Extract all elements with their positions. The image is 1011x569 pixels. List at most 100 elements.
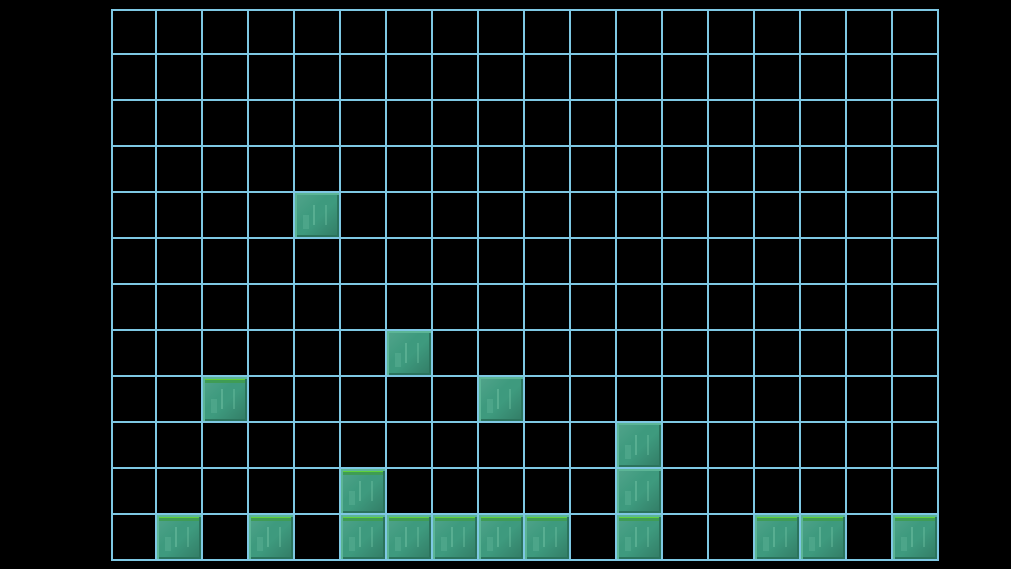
- grid-cell[interactable]: [847, 193, 893, 239]
- grid-cell[interactable]: [663, 285, 709, 331]
- grid-cell[interactable]: [111, 193, 157, 239]
- grid-cell[interactable]: [663, 515, 709, 561]
- grid-cell[interactable]: [663, 193, 709, 239]
- grid-cell[interactable]: [709, 55, 755, 101]
- grid-cell[interactable]: [801, 55, 847, 101]
- grid-cell[interactable]: [249, 9, 295, 55]
- grid-cell[interactable]: [571, 331, 617, 377]
- grid-cell[interactable]: [249, 239, 295, 285]
- grid-cell[interactable]: [617, 377, 663, 423]
- grid-cell[interactable]: [755, 193, 801, 239]
- grid-cell[interactable]: [341, 239, 387, 285]
- grid-cell[interactable]: [479, 101, 525, 147]
- grid-cell[interactable]: [203, 285, 249, 331]
- grid-cell[interactable]: [893, 469, 939, 515]
- grid-cell[interactable]: [571, 101, 617, 147]
- grid-cell[interactable]: [755, 147, 801, 193]
- grid-cell[interactable]: [433, 285, 479, 331]
- grid-cell[interactable]: [571, 147, 617, 193]
- grid-cell[interactable]: [755, 239, 801, 285]
- grid-cell[interactable]: [433, 469, 479, 515]
- grid-cell[interactable]: [801, 147, 847, 193]
- grid-cell[interactable]: [571, 285, 617, 331]
- grid-cell[interactable]: [525, 147, 571, 193]
- grid-cell[interactable]: [341, 515, 387, 561]
- grid-cell[interactable]: [479, 515, 525, 561]
- grid-cell[interactable]: [111, 331, 157, 377]
- grid-cell[interactable]: [525, 193, 571, 239]
- grid-cell[interactable]: [111, 101, 157, 147]
- grid-cell[interactable]: [157, 147, 203, 193]
- stone-block[interactable]: [295, 193, 339, 237]
- grid-cell[interactable]: [433, 331, 479, 377]
- grid-cell[interactable]: [617, 331, 663, 377]
- grid-cell[interactable]: [157, 285, 203, 331]
- grid-cell[interactable]: [525, 515, 571, 561]
- grid-cell[interactable]: [111, 9, 157, 55]
- grid-cell[interactable]: [571, 239, 617, 285]
- grid-cell[interactable]: [203, 423, 249, 469]
- grid-cell[interactable]: [111, 377, 157, 423]
- grid-cell[interactable]: [755, 469, 801, 515]
- grid-cell[interactable]: [341, 331, 387, 377]
- grid-cell[interactable]: [433, 423, 479, 469]
- grid-cell[interactable]: [111, 285, 157, 331]
- grid-cell[interactable]: [801, 9, 847, 55]
- grid-cell[interactable]: [111, 423, 157, 469]
- grid-cell[interactable]: [479, 147, 525, 193]
- grid-cell[interactable]: [157, 239, 203, 285]
- grid-cell[interactable]: [433, 55, 479, 101]
- grid-cell[interactable]: [847, 101, 893, 147]
- grass-stone-block[interactable]: [893, 515, 937, 559]
- grid-cell[interactable]: [617, 285, 663, 331]
- grid-cell[interactable]: [249, 147, 295, 193]
- grid-cell[interactable]: [893, 239, 939, 285]
- grid-cell[interactable]: [525, 9, 571, 55]
- grid-cell[interactable]: [203, 193, 249, 239]
- grid-cell[interactable]: [341, 101, 387, 147]
- grid-cell[interactable]: [157, 377, 203, 423]
- grid-cell[interactable]: [755, 9, 801, 55]
- grid-cell[interactable]: [295, 9, 341, 55]
- grid-cell[interactable]: [571, 377, 617, 423]
- grid-cell[interactable]: [755, 377, 801, 423]
- grid-cell[interactable]: [479, 239, 525, 285]
- grid-cell[interactable]: [111, 147, 157, 193]
- grid-cell[interactable]: [709, 331, 755, 377]
- grid-cell[interactable]: [157, 9, 203, 55]
- grass-stone-block[interactable]: [755, 515, 799, 559]
- grid-cell[interactable]: [249, 101, 295, 147]
- grid-cell[interactable]: [387, 101, 433, 147]
- grass-stone-block[interactable]: [157, 515, 201, 559]
- grid-cell[interactable]: [617, 101, 663, 147]
- grass-stone-block[interactable]: [479, 515, 523, 559]
- grid-cell[interactable]: [479, 193, 525, 239]
- grid-cell[interactable]: [387, 423, 433, 469]
- grid-cell[interactable]: [479, 285, 525, 331]
- grid-cell[interactable]: [617, 423, 663, 469]
- grid-cell[interactable]: [203, 377, 249, 423]
- grid-cell[interactable]: [709, 193, 755, 239]
- grass-stone-block[interactable]: [525, 515, 569, 559]
- grid-cell[interactable]: [709, 285, 755, 331]
- grid-cell[interactable]: [387, 239, 433, 285]
- grid-cell[interactable]: [801, 331, 847, 377]
- grid-cell[interactable]: [571, 55, 617, 101]
- grid-cell[interactable]: [893, 377, 939, 423]
- grid-cell[interactable]: [663, 423, 709, 469]
- grid-cell[interactable]: [617, 469, 663, 515]
- grid-cell[interactable]: [755, 331, 801, 377]
- grid-cell[interactable]: [295, 239, 341, 285]
- grid-cell[interactable]: [157, 331, 203, 377]
- grid-cell[interactable]: [295, 377, 341, 423]
- grid-cell[interactable]: [249, 515, 295, 561]
- grid-cell[interactable]: [111, 55, 157, 101]
- grid-cell[interactable]: [663, 147, 709, 193]
- stone-block[interactable]: [617, 469, 661, 513]
- grid-cell[interactable]: [755, 285, 801, 331]
- grid-cell[interactable]: [387, 515, 433, 561]
- grid-cell[interactable]: [801, 239, 847, 285]
- grid-cell[interactable]: [709, 9, 755, 55]
- grid-cell[interactable]: [617, 147, 663, 193]
- grid-cell[interactable]: [893, 147, 939, 193]
